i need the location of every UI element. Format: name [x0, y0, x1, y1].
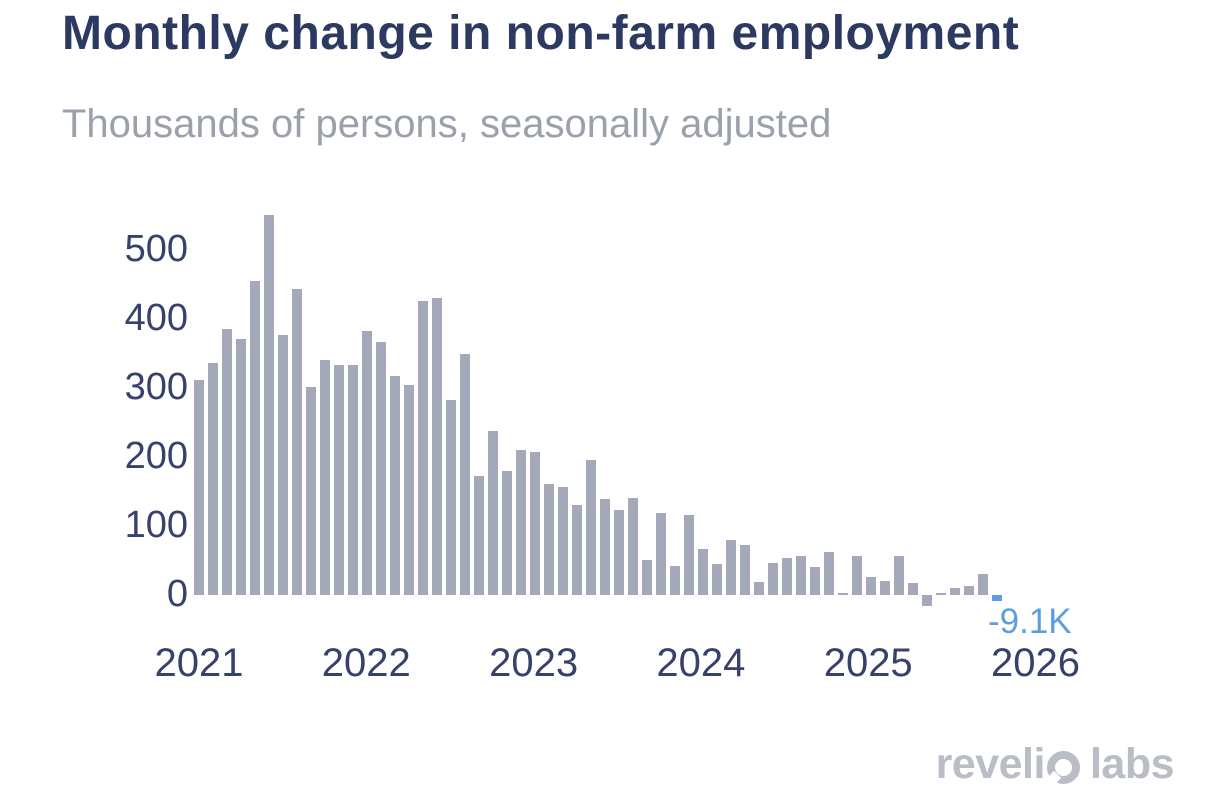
- bar: [404, 385, 414, 595]
- bar: [250, 281, 260, 595]
- bar: [866, 577, 876, 595]
- x-axis-tick-label: 2021: [154, 641, 244, 685]
- bar: [754, 582, 764, 595]
- bar: [880, 581, 890, 595]
- bar: [558, 487, 568, 595]
- bar: [222, 329, 232, 595]
- bar: [810, 567, 820, 595]
- bar: [474, 476, 484, 595]
- bar: [194, 380, 204, 595]
- bar: [362, 331, 372, 595]
- logo-text-labs: labs: [1089, 740, 1175, 788]
- x-axis-tick-label: 2026: [991, 641, 1080, 685]
- bar: [712, 564, 722, 595]
- bar: [726, 540, 736, 595]
- logo-text-revelio: reveli: [935, 740, 1046, 788]
- bar: [334, 365, 344, 595]
- y-axis-tick-label: 500: [124, 228, 188, 270]
- bar: [390, 376, 400, 595]
- bar: [796, 556, 806, 595]
- chart-title: Monthly change in non-farm employment: [62, 7, 1020, 60]
- bar: [320, 360, 330, 595]
- revelio-labs-logo: reveli labs: [935, 740, 1175, 789]
- bar: [572, 505, 582, 595]
- bar: [978, 574, 988, 595]
- bar: [656, 513, 666, 595]
- bar: [432, 298, 442, 595]
- bar: [306, 387, 316, 595]
- bar: [418, 301, 428, 595]
- bar: [292, 289, 302, 595]
- bar: [824, 552, 834, 595]
- x-axis-tick-label: 2024: [656, 641, 746, 685]
- bar: [964, 586, 974, 595]
- bar: [488, 431, 498, 595]
- bar: [446, 400, 456, 595]
- bar: [628, 498, 638, 595]
- bar: [516, 450, 526, 595]
- bar: [838, 593, 848, 595]
- y-axis-tick-label: 100: [124, 504, 188, 546]
- bar: [670, 566, 680, 595]
- bar: [936, 593, 946, 595]
- chart-subtitle: Thousands of persons, seasonally adjuste…: [62, 102, 832, 146]
- bar: [236, 339, 246, 595]
- x-axis-tick-label: 2022: [321, 641, 411, 685]
- bar: [586, 460, 596, 595]
- bar: [264, 215, 274, 595]
- x-axis-tick-label: 2023: [489, 641, 579, 685]
- bar: [614, 510, 624, 595]
- bar: [208, 363, 218, 595]
- bar: [768, 563, 778, 595]
- bar: [684, 515, 694, 595]
- logo-o-icon: [1046, 751, 1080, 786]
- y-axis-tick-label: 400: [124, 297, 188, 339]
- bar: [460, 354, 470, 595]
- y-axis-tick-label: 0: [166, 573, 188, 615]
- bar: [600, 499, 610, 595]
- bar: [376, 342, 386, 595]
- bar: [908, 583, 918, 595]
- bar: [278, 335, 288, 595]
- bar: [894, 556, 904, 595]
- bar: [642, 560, 652, 595]
- bar: [782, 558, 792, 595]
- bar: [740, 545, 750, 595]
- bar: [698, 549, 708, 595]
- bar: [544, 484, 554, 595]
- last-bar-value-label: -9.1K: [988, 602, 1072, 641]
- bar: [852, 556, 862, 595]
- bar: [530, 452, 540, 595]
- x-axis-tick-label: 2025: [823, 641, 913, 685]
- bar: [502, 471, 512, 595]
- y-axis-tick-label: 200: [124, 435, 188, 477]
- y-axis-tick-label: 300: [124, 366, 188, 408]
- bar: [922, 595, 932, 606]
- bar: [992, 595, 1002, 601]
- bar: [950, 588, 960, 595]
- bar: [348, 365, 358, 595]
